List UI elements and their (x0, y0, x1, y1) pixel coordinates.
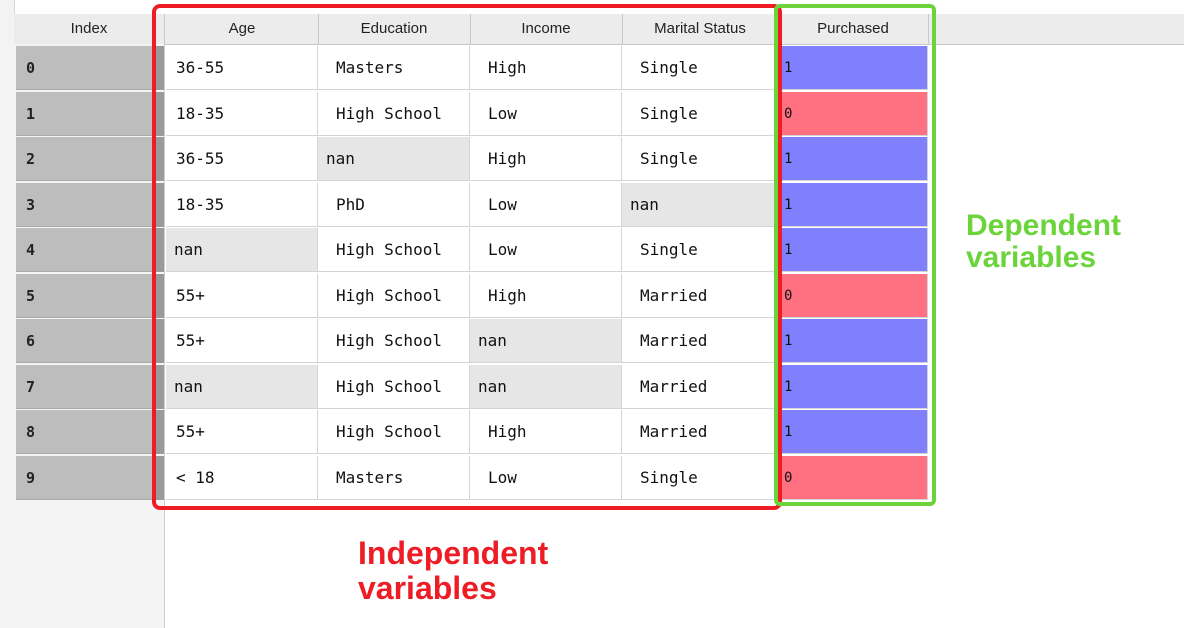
cell-age[interactable]: 55+ (166, 410, 318, 454)
independent-variables-label: Independent variables (358, 536, 548, 605)
cell-purchased[interactable]: 0 (780, 92, 928, 136)
row-index-cell[interactable]: 7 (16, 365, 154, 409)
cell-age[interactable]: 55+ (166, 319, 318, 363)
cell-marital-status[interactable]: Single (622, 137, 778, 181)
cell-marital-status[interactable]: Married (622, 410, 778, 454)
header-purchased[interactable]: Purchased (778, 14, 929, 44)
header-education[interactable]: Education (318, 14, 471, 44)
cell-education[interactable]: nan (318, 137, 470, 181)
cell-marital-status[interactable]: Married (622, 319, 778, 363)
cell-age[interactable]: 18-35 (166, 92, 318, 136)
cell-purchased[interactable]: 1 (780, 319, 928, 363)
row-index-cell[interactable]: 6 (16, 319, 154, 363)
row-index-shade (154, 274, 164, 318)
dependent-variables-label: Dependent variables (966, 209, 1122, 275)
cell-purchased[interactable]: 1 (780, 46, 928, 90)
cell-purchased[interactable]: 1 (780, 365, 928, 409)
independent-variables-box (152, 4, 782, 510)
row-index-cell[interactable]: 3 (16, 183, 154, 227)
cell-marital-status[interactable]: Single (622, 456, 778, 500)
independent-label-line1: Independent (358, 535, 549, 571)
cell-marital-status[interactable]: Single (622, 228, 778, 272)
cell-income[interactable]: High (470, 410, 622, 454)
cell-age[interactable]: < 18 (166, 456, 318, 500)
row-index-cell[interactable]: 4 (16, 228, 154, 272)
dependent-label-line1: Dependent (966, 209, 1122, 242)
cell-income[interactable]: Low (470, 183, 622, 227)
cell-income[interactable]: nan (470, 319, 622, 363)
cell-purchased[interactable]: 0 (780, 456, 928, 500)
left-gutter (0, 0, 15, 628)
cell-purchased[interactable]: 1 (780, 410, 928, 454)
independent-label-line2: variables (358, 569, 497, 606)
cell-purchased[interactable]: 1 (780, 228, 928, 272)
cell-purchased[interactable]: 1 (780, 137, 928, 181)
header-income[interactable]: Income (470, 14, 623, 44)
row-index-shade (154, 456, 164, 500)
row-index-cell[interactable]: 9 (16, 456, 154, 500)
row-index-cell[interactable]: 0 (16, 46, 154, 90)
cell-age[interactable]: 18-35 (166, 183, 318, 227)
row-index-cell[interactable]: 5 (16, 274, 154, 318)
row-index-shade (154, 183, 164, 227)
cell-education[interactable]: High School (318, 365, 470, 409)
cell-education[interactable]: High School (318, 92, 470, 136)
cell-income[interactable]: High (470, 274, 622, 318)
row-index-shade (154, 92, 164, 136)
cell-marital-status[interactable]: nan (622, 183, 778, 227)
header-index[interactable]: Index (14, 14, 165, 44)
row-index-shade (154, 319, 164, 363)
cell-marital-status[interactable]: Married (622, 365, 778, 409)
row-index-shade (154, 365, 164, 409)
cell-income[interactable]: nan (470, 365, 622, 409)
row-index-cell[interactable]: 2 (16, 137, 154, 181)
cell-income[interactable]: High (470, 137, 622, 181)
cell-education[interactable]: High School (318, 410, 470, 454)
cell-education[interactable]: High School (318, 274, 470, 318)
cell-education[interactable]: Masters (318, 456, 470, 500)
cell-income[interactable]: Low (470, 456, 622, 500)
cell-purchased[interactable]: 0 (780, 274, 928, 318)
row-index-shade (154, 228, 164, 272)
cell-income[interactable]: Low (470, 228, 622, 272)
cell-education[interactable]: PhD (318, 183, 470, 227)
row-index-shade (154, 410, 164, 454)
cell-age[interactable]: 55+ (166, 274, 318, 318)
row-index-shade (154, 137, 164, 181)
row-index-cell[interactable]: 8 (16, 410, 154, 454)
row-index-shade (154, 46, 164, 90)
dependent-variables-box (774, 4, 936, 506)
cell-age[interactable]: 36-55 (166, 46, 318, 90)
cell-education[interactable]: High School (318, 228, 470, 272)
header-age[interactable]: Age (166, 14, 319, 44)
cell-purchased[interactable]: 1 (780, 183, 928, 227)
cell-marital-status[interactable]: Single (622, 92, 778, 136)
cell-income[interactable]: High (470, 46, 622, 90)
cell-education[interactable]: High School (318, 319, 470, 363)
cell-age[interactable]: 36-55 (166, 137, 318, 181)
cell-income[interactable]: Low (470, 92, 622, 136)
cell-age[interactable]: nan (166, 228, 318, 272)
row-index-cell[interactable]: 1 (16, 92, 154, 136)
cell-education[interactable]: Masters (318, 46, 470, 90)
cell-marital-status[interactable]: Single (622, 46, 778, 90)
header-bar (14, 14, 1184, 45)
cell-age[interactable]: nan (166, 365, 318, 409)
dependent-label-line2: variables (966, 241, 1097, 275)
